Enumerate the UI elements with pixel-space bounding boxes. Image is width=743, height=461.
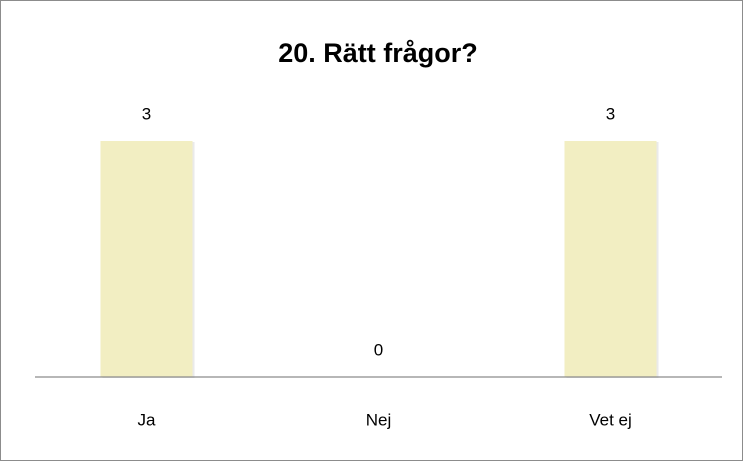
data-label: 3 — [142, 104, 151, 123]
x-tick-label: Ja — [138, 410, 157, 429]
x-tick-label: Vet ej — [589, 410, 632, 429]
chart-title: 20. Rätt frågor? — [278, 38, 478, 68]
data-label: 3 — [606, 104, 615, 123]
data-label: 0 — [374, 340, 383, 359]
x-tick-label: Nej — [366, 410, 392, 429]
bar — [100, 141, 193, 377]
bar — [564, 141, 657, 377]
